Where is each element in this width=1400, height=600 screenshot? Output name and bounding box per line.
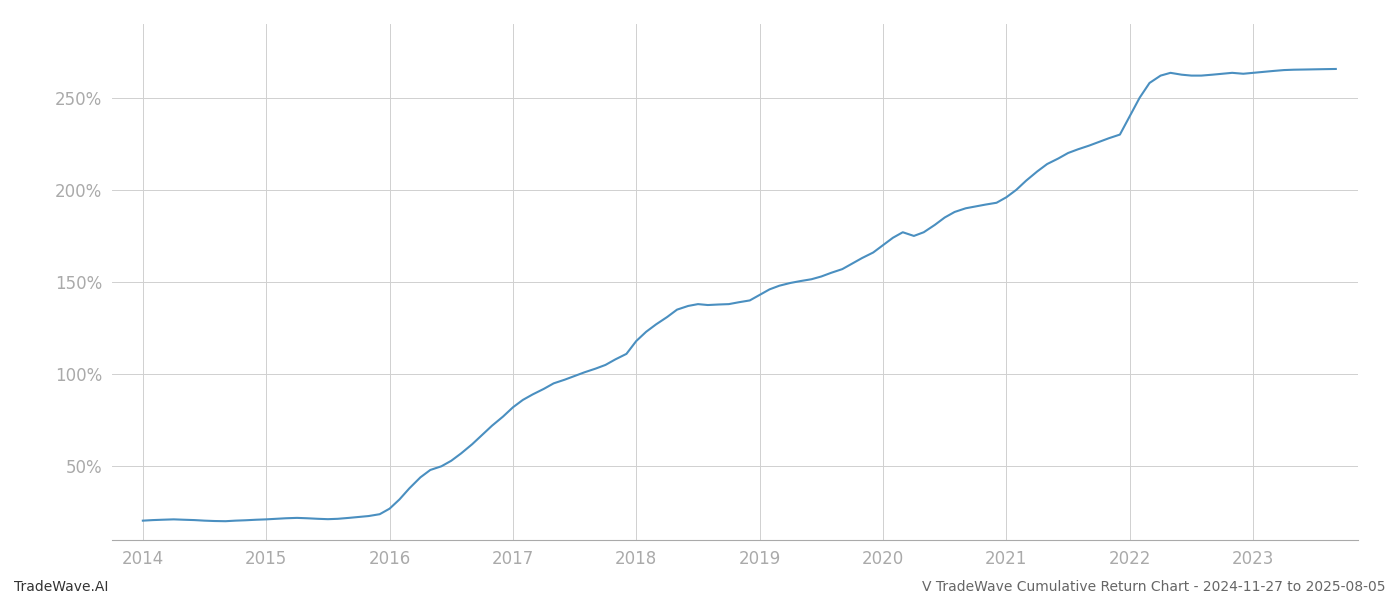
Text: TradeWave.AI: TradeWave.AI xyxy=(14,580,108,594)
Text: V TradeWave Cumulative Return Chart - 2024-11-27 to 2025-08-05: V TradeWave Cumulative Return Chart - 20… xyxy=(923,580,1386,594)
